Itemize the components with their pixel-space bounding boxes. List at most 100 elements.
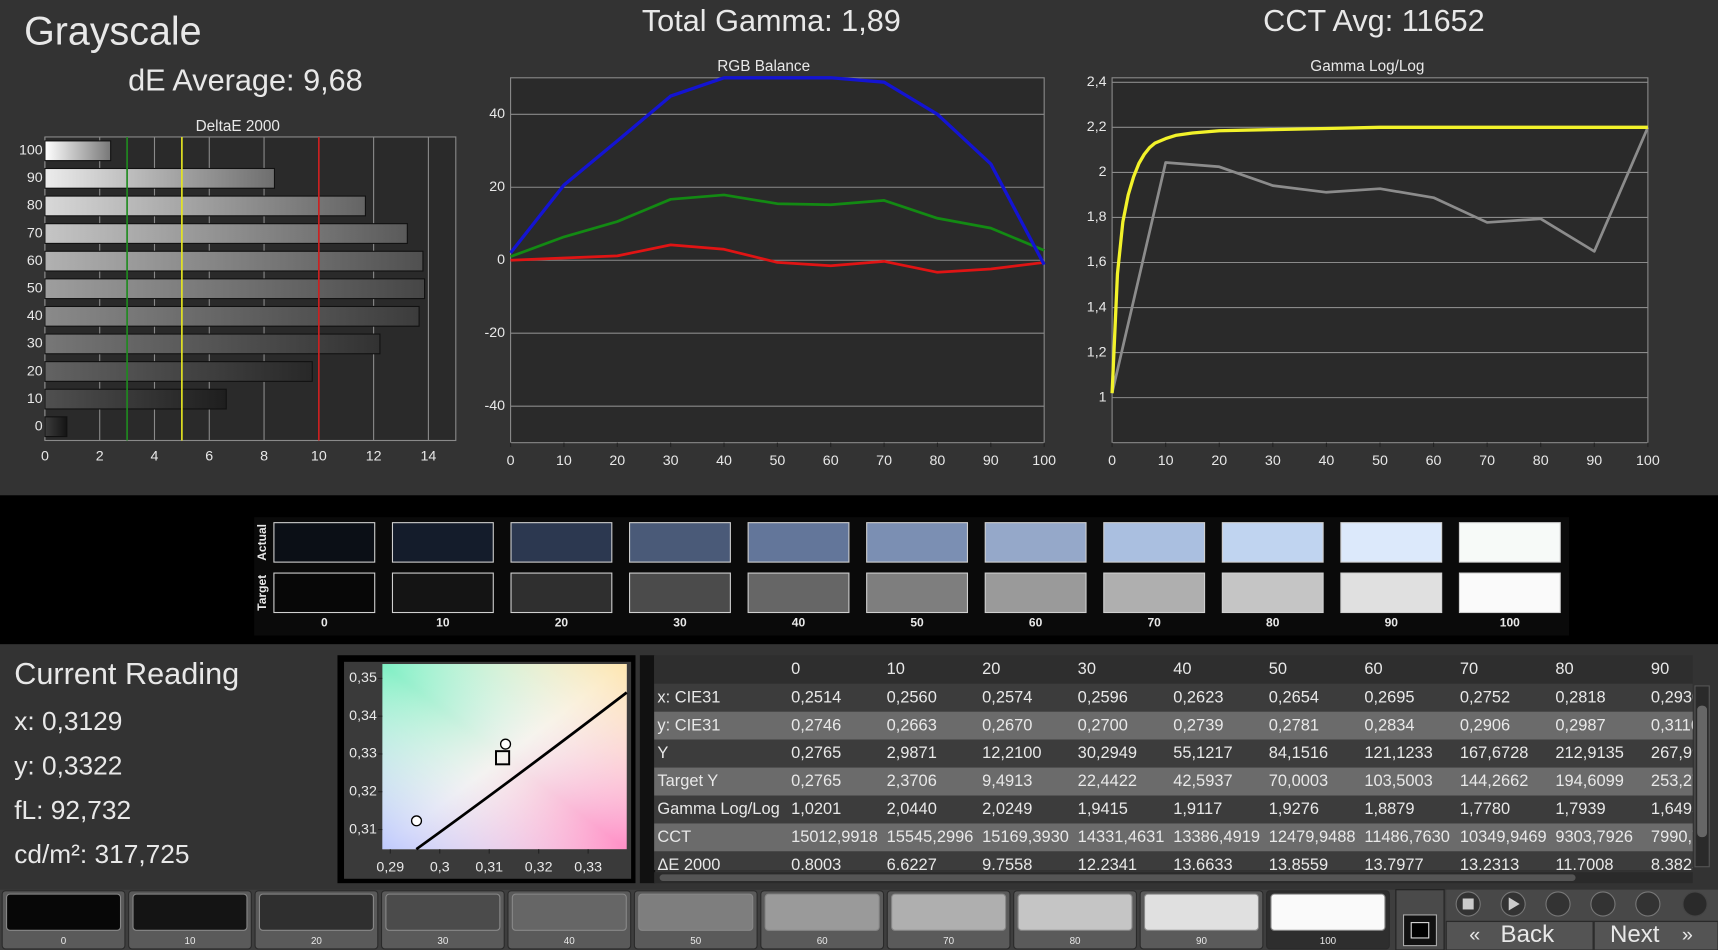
table-cell: 0,2654	[1269, 688, 1319, 706]
table-cell: 8,3825	[1651, 856, 1701, 874]
level-button-label[interactable]: 70	[943, 936, 954, 947]
table-cell: 167,6728	[1460, 744, 1528, 762]
series-line	[1110, 126, 1650, 394]
x-tick-label: 4	[151, 449, 159, 465]
swatch-label: 80	[1266, 616, 1280, 630]
x-tick-label: 12	[366, 449, 382, 465]
x-tick-label: 50	[1372, 453, 1388, 469]
y-tick-label: 90	[27, 170, 43, 186]
series-line	[509, 76, 1046, 266]
table-cell: 15169,3930	[982, 828, 1069, 846]
table-cell: 11486,7630	[1364, 828, 1450, 846]
actual-swatch	[510, 522, 613, 563]
y-tick-label: 30	[27, 336, 43, 352]
bar	[44, 416, 68, 438]
refresh-button[interactable]	[1635, 891, 1661, 917]
back-button[interactable]	[1445, 920, 1594, 950]
table-cell: 0,2818	[1555, 688, 1605, 706]
table-cell: 121,1233	[1364, 744, 1432, 762]
y-tick-label: 1,8	[1087, 209, 1107, 225]
scrollbar-thumb[interactable]	[1697, 705, 1708, 838]
table-cell: 0,2514	[791, 688, 841, 706]
scrollbar-thumb[interactable]	[659, 874, 1576, 881]
table-cell: 1,0201	[791, 800, 841, 818]
column-header: 70	[1460, 660, 1478, 678]
x-tick-label: 100	[1032, 453, 1056, 469]
level-button-label[interactable]: 20	[311, 936, 322, 947]
next-button[interactable]	[1593, 920, 1718, 950]
loop-button[interactable]	[1590, 891, 1616, 917]
reading-title: Current Reading	[14, 657, 239, 691]
level-button-label[interactable]: 0	[61, 936, 67, 947]
row-label: CCT	[657, 828, 691, 846]
table-cell: 0,2574	[982, 688, 1032, 706]
level-button-swatch	[132, 893, 248, 931]
table-cell: 1,7780	[1460, 800, 1510, 818]
x-tick-label: 20	[1211, 453, 1227, 469]
table-cell: 7990,74	[1651, 828, 1710, 846]
x-tick-label: 60	[1426, 453, 1442, 469]
extra-button[interactable]	[1682, 891, 1708, 917]
x-tick-label: 0,3	[430, 860, 450, 876]
x-tick-label: 70	[876, 453, 892, 469]
back-arrow-icon: «	[1469, 924, 1480, 946]
table-cell: 0,2987	[1555, 716, 1605, 734]
level-button-label[interactable]: 60	[817, 936, 828, 947]
table-row	[654, 823, 1693, 852]
level-button-label[interactable]: 90	[1196, 936, 1207, 947]
x-tick-label: 20	[609, 453, 625, 469]
view-toggle-icon	[1410, 922, 1430, 939]
level-button-swatch	[511, 893, 627, 931]
chart-title: RGB Balance	[717, 58, 810, 75]
table-cell: 2,0440	[887, 800, 937, 818]
x-tick-label: 70	[1479, 453, 1495, 469]
y-tick-label: 0,32	[349, 784, 377, 800]
x-tick-label: 80	[930, 453, 946, 469]
target-swatch	[1458, 572, 1561, 614]
level-button-swatch	[1270, 893, 1386, 931]
x-tick-label: 30	[1265, 453, 1281, 469]
plot-area	[1111, 77, 1649, 444]
reading-value: cd/m²: 317,725	[14, 839, 189, 869]
table-cell: 84,1516	[1269, 744, 1328, 762]
y-tick-label: 0,34	[349, 708, 377, 724]
table-cell: 70,0003	[1269, 772, 1328, 790]
x-tick-label: 0	[507, 453, 515, 469]
table-cell: 9,4913	[982, 772, 1032, 790]
range-button[interactable]	[1545, 891, 1571, 917]
y-tick-label: 20	[489, 179, 505, 195]
table-cell: 1,9276	[1269, 800, 1319, 818]
table-cell: 0,2739	[1173, 716, 1223, 734]
level-button-swatch	[891, 893, 1007, 931]
level-button-label[interactable]: 10	[185, 936, 196, 947]
back-label[interactable]: Back	[1501, 921, 1556, 948]
level-button-label[interactable]: 40	[564, 936, 575, 947]
table-cell: 1,9415	[1078, 800, 1128, 818]
row-label: Target Y	[657, 772, 718, 790]
x-tick-label: 10	[311, 449, 327, 465]
y-tick-label: 0	[35, 418, 43, 434]
level-button-label[interactable]: 50	[690, 936, 701, 947]
table-row	[654, 739, 1693, 768]
next-label[interactable]: Next	[1610, 921, 1660, 948]
play-icon	[1508, 897, 1520, 911]
table-cell: 1,7939	[1555, 800, 1605, 818]
actual-swatch	[1103, 522, 1206, 563]
actual-swatch	[1221, 522, 1324, 563]
level-button-label[interactable]: 100	[1320, 936, 1337, 947]
y-tick-label: 70	[27, 225, 43, 241]
next-arrow-icon: »	[1682, 924, 1693, 946]
y-tick-label: 40	[27, 308, 43, 324]
column-header: 60	[1364, 660, 1382, 678]
x-tick-label: 50	[769, 453, 785, 469]
bar	[44, 140, 112, 162]
y-tick-label: 10	[27, 391, 43, 407]
level-button-label[interactable]: 30	[437, 936, 448, 947]
table-cell: 15012,9918	[791, 828, 878, 846]
table-cell: 0,2663	[887, 716, 937, 734]
y-tick-label: 1,2	[1087, 344, 1107, 360]
bar	[44, 388, 227, 410]
column-header: 20	[982, 660, 1000, 678]
level-button-label[interactable]: 80	[1070, 936, 1081, 947]
target-swatch	[273, 572, 376, 614]
